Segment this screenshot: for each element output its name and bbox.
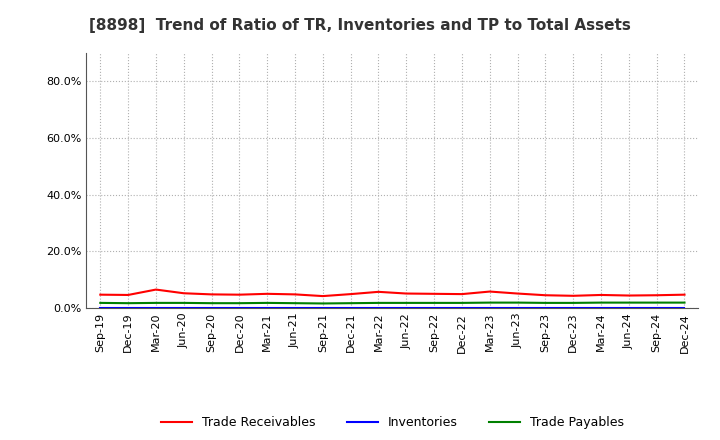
Trade Receivables	[124, 292, 132, 297]
Trade Payables	[680, 300, 689, 305]
Text: [8898]  Trend of Ratio of TR, Inventories and TP to Total Assets: [8898] Trend of Ratio of TR, Inventories…	[89, 18, 631, 33]
Trade Payables	[374, 300, 383, 305]
Trade Receivables	[235, 292, 243, 297]
Trade Receivables	[485, 289, 494, 294]
Trade Receivables	[430, 291, 438, 297]
Trade Receivables	[318, 293, 327, 299]
Trade Receivables	[152, 287, 161, 292]
Trade Receivables	[346, 291, 355, 297]
Inventories	[652, 305, 661, 310]
Inventories	[485, 305, 494, 310]
Trade Payables	[624, 300, 633, 305]
Trade Payables	[318, 301, 327, 306]
Trade Payables	[569, 300, 577, 305]
Inventories	[179, 305, 188, 310]
Trade Payables	[458, 300, 467, 305]
Trade Receivables	[374, 289, 383, 294]
Trade Payables	[513, 300, 522, 305]
Trade Receivables	[96, 292, 104, 297]
Inventories	[124, 305, 132, 310]
Trade Payables	[235, 301, 243, 306]
Trade Payables	[652, 300, 661, 305]
Trade Payables	[179, 300, 188, 305]
Trade Receivables	[652, 293, 661, 298]
Trade Receivables	[207, 292, 216, 297]
Trade Receivables	[402, 291, 410, 296]
Trade Payables	[96, 300, 104, 305]
Inventories	[402, 305, 410, 310]
Inventories	[513, 305, 522, 310]
Inventories	[207, 305, 216, 310]
Trade Receivables	[624, 293, 633, 298]
Line: Trade Payables: Trade Payables	[100, 303, 685, 304]
Inventories	[680, 305, 689, 310]
Inventories	[569, 305, 577, 310]
Trade Payables	[124, 301, 132, 306]
Inventories	[152, 305, 161, 310]
Trade Receivables	[458, 291, 467, 297]
Trade Payables	[291, 301, 300, 306]
Trade Receivables	[569, 293, 577, 298]
Inventories	[374, 305, 383, 310]
Trade Payables	[263, 300, 271, 305]
Inventories	[291, 305, 300, 310]
Trade Payables	[207, 301, 216, 306]
Trade Receivables	[680, 292, 689, 297]
Inventories	[346, 305, 355, 310]
Inventories	[624, 305, 633, 310]
Trade Payables	[402, 300, 410, 305]
Trade Receivables	[513, 291, 522, 296]
Legend: Trade Receivables, Inventories, Trade Payables: Trade Receivables, Inventories, Trade Pa…	[156, 411, 629, 434]
Line: Trade Receivables: Trade Receivables	[100, 290, 685, 296]
Trade Receivables	[263, 291, 271, 297]
Trade Receivables	[541, 293, 550, 298]
Trade Receivables	[291, 292, 300, 297]
Trade Payables	[597, 300, 606, 305]
Trade Payables	[430, 300, 438, 305]
Inventories	[96, 305, 104, 310]
Trade Receivables	[179, 290, 188, 296]
Inventories	[597, 305, 606, 310]
Trade Payables	[541, 300, 550, 305]
Trade Payables	[346, 301, 355, 306]
Inventories	[235, 305, 243, 310]
Inventories	[430, 305, 438, 310]
Inventories	[318, 305, 327, 310]
Trade Payables	[485, 300, 494, 305]
Trade Receivables	[597, 292, 606, 297]
Inventories	[541, 305, 550, 310]
Trade Payables	[152, 300, 161, 305]
Inventories	[458, 305, 467, 310]
Inventories	[263, 305, 271, 310]
